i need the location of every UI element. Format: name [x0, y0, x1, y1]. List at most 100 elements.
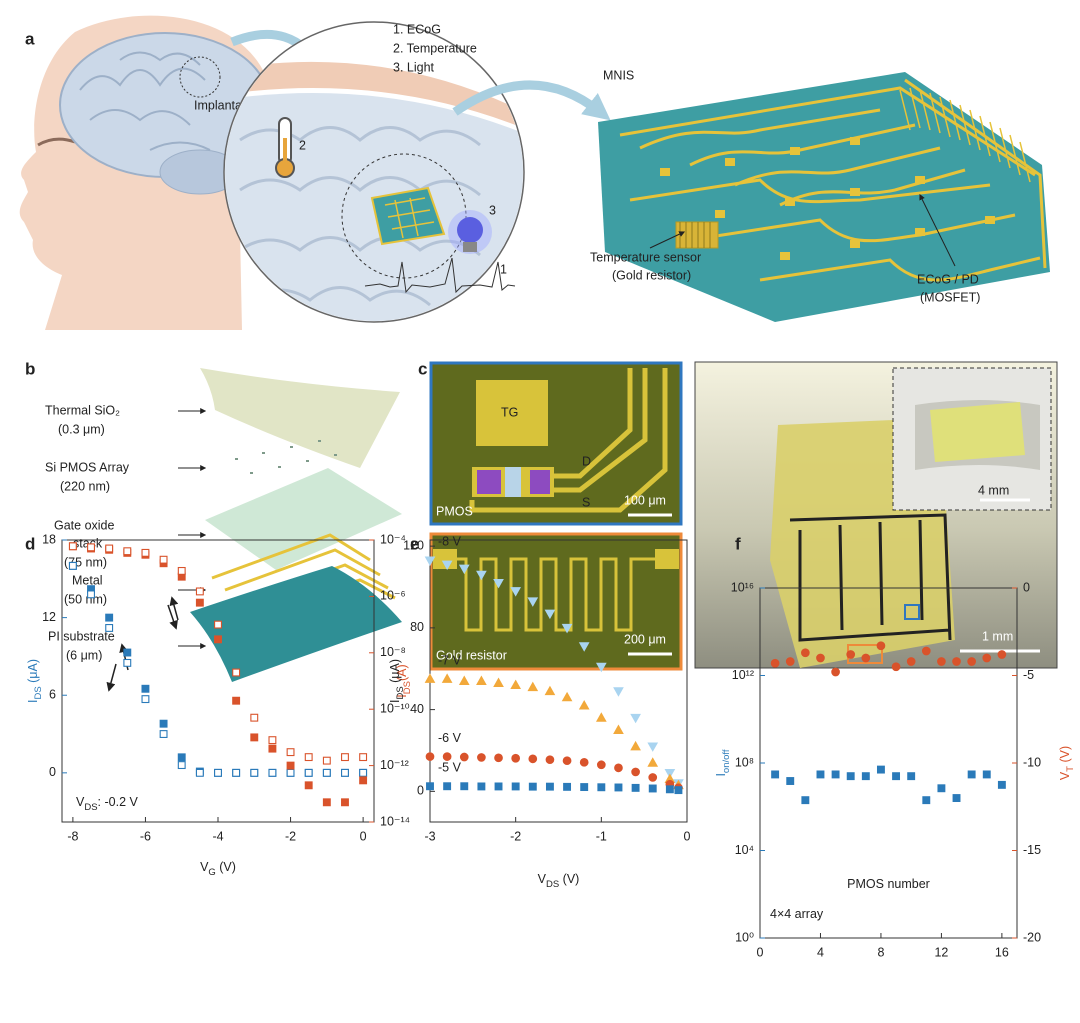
data-point [648, 773, 658, 782]
y2-tick-label: -15 [1023, 843, 1041, 857]
y-axis-label-part: I [26, 700, 40, 703]
data-point [952, 657, 961, 666]
data-point [595, 712, 607, 722]
data-point [801, 796, 810, 805]
x-axis-label-part: (V) [559, 872, 579, 886]
micrograph-label: PMOS [436, 504, 473, 518]
data-point [250, 713, 259, 722]
layer-name: Thermal SiO₂ [45, 403, 120, 417]
x-tick-label: 16 [995, 945, 1009, 959]
data-point [460, 782, 469, 791]
data-point [596, 760, 606, 770]
data-point [997, 650, 1007, 659]
sio2-layer [200, 368, 400, 468]
scale-label: 4 mm [978, 483, 1009, 497]
data-point [477, 753, 486, 762]
data-point [544, 609, 556, 620]
y2-axis-label-part: T [1065, 766, 1076, 772]
data-point [563, 782, 572, 791]
mnis-pads-part [985, 216, 995, 224]
mnis-bus [899, 87, 1031, 183]
mnis-pads-part [725, 158, 735, 166]
data-point [630, 740, 641, 751]
data-point [214, 620, 222, 629]
data-point [494, 753, 503, 763]
data-point [424, 556, 436, 566]
x-axis-label-part: V [538, 872, 547, 886]
series-label: -6 V [438, 731, 462, 745]
pointer [919, 193, 956, 267]
annotation-part: DS [84, 802, 97, 813]
data-point [527, 597, 539, 607]
data-point [443, 782, 452, 791]
x-axis-label-part: PMOS number [847, 877, 930, 891]
marker-number: 1 [500, 262, 507, 276]
x-tick-label: -3 [424, 829, 435, 843]
data-point [195, 768, 204, 777]
data-point [105, 544, 114, 553]
pad-label: TG [501, 405, 518, 419]
data-point [286, 768, 295, 777]
y2-axis-label: IDS(A) [395, 664, 412, 697]
y-tick-label: 10¹⁶ [731, 580, 754, 594]
y2-axis-label-part: (V) [1058, 746, 1072, 766]
data-point [493, 578, 504, 589]
data-point [937, 657, 946, 666]
implant-area [179, 56, 221, 98]
pmos-dots-part [278, 466, 281, 468]
data-point [214, 635, 222, 644]
y2-axis-label-part: I [395, 694, 409, 697]
layer-thickness: (0.3 μm) [58, 422, 105, 436]
marker-number: 2 [299, 138, 306, 152]
data-point [861, 653, 871, 663]
scale-label: 1 mm [982, 629, 1013, 643]
annotation: 4×4 array [770, 907, 824, 921]
x-tick-label: 0 [684, 829, 691, 843]
y-tick-label: 6 [49, 688, 56, 702]
data-point [341, 798, 349, 807]
data-point [937, 784, 946, 793]
x-axis-label-part: V [200, 860, 209, 874]
data-point [232, 668, 241, 677]
data-point [268, 768, 277, 777]
layer-name: PI substrate [48, 629, 115, 643]
data-point [250, 768, 259, 777]
data-point [846, 772, 855, 781]
data-point [528, 754, 538, 764]
data-point [982, 653, 992, 663]
micrograph-label: Gold resistor [436, 648, 507, 662]
data-point [952, 794, 961, 802]
y-tick-label: 10⁰ [735, 930, 754, 944]
scale-label: 100 μm [624, 493, 666, 507]
y-axis-label-part: (μA) [26, 659, 40, 686]
photo-traces [789, 513, 952, 642]
x-axis-label-part: (V) [216, 860, 236, 874]
y-tick-label: 0 [49, 765, 56, 779]
data-point [647, 757, 659, 767]
data-point [631, 767, 640, 777]
marker-number: 3 [489, 203, 496, 217]
brain-folds [79, 51, 211, 151]
pointer [649, 231, 686, 249]
data-point [907, 772, 916, 781]
mnis-pads-part [915, 228, 925, 236]
source-region [477, 470, 501, 494]
pmos-traces [469, 368, 668, 513]
y2-tick-label: 0 [1023, 580, 1030, 594]
mnis-pads-part [850, 137, 860, 145]
y2-tick-label: 10⁻⁸ [380, 645, 406, 659]
y2-axis-label-part: (A) [395, 664, 409, 681]
device-traces [384, 197, 435, 239]
data-point [816, 653, 825, 663]
data-point [876, 641, 886, 651]
mnis-pads-part [850, 188, 860, 196]
layer-name: Si PMOS Array [45, 460, 130, 474]
x-axis-label-part: G [208, 867, 215, 878]
mode: 1. ECoG [393, 22, 441, 36]
layer-thickness: (220 nm) [60, 479, 110, 493]
data-point [527, 681, 539, 692]
bulb-base [463, 242, 477, 252]
mnis-pads-part [660, 168, 670, 176]
tg-pad [476, 380, 548, 446]
data-point [613, 687, 624, 697]
